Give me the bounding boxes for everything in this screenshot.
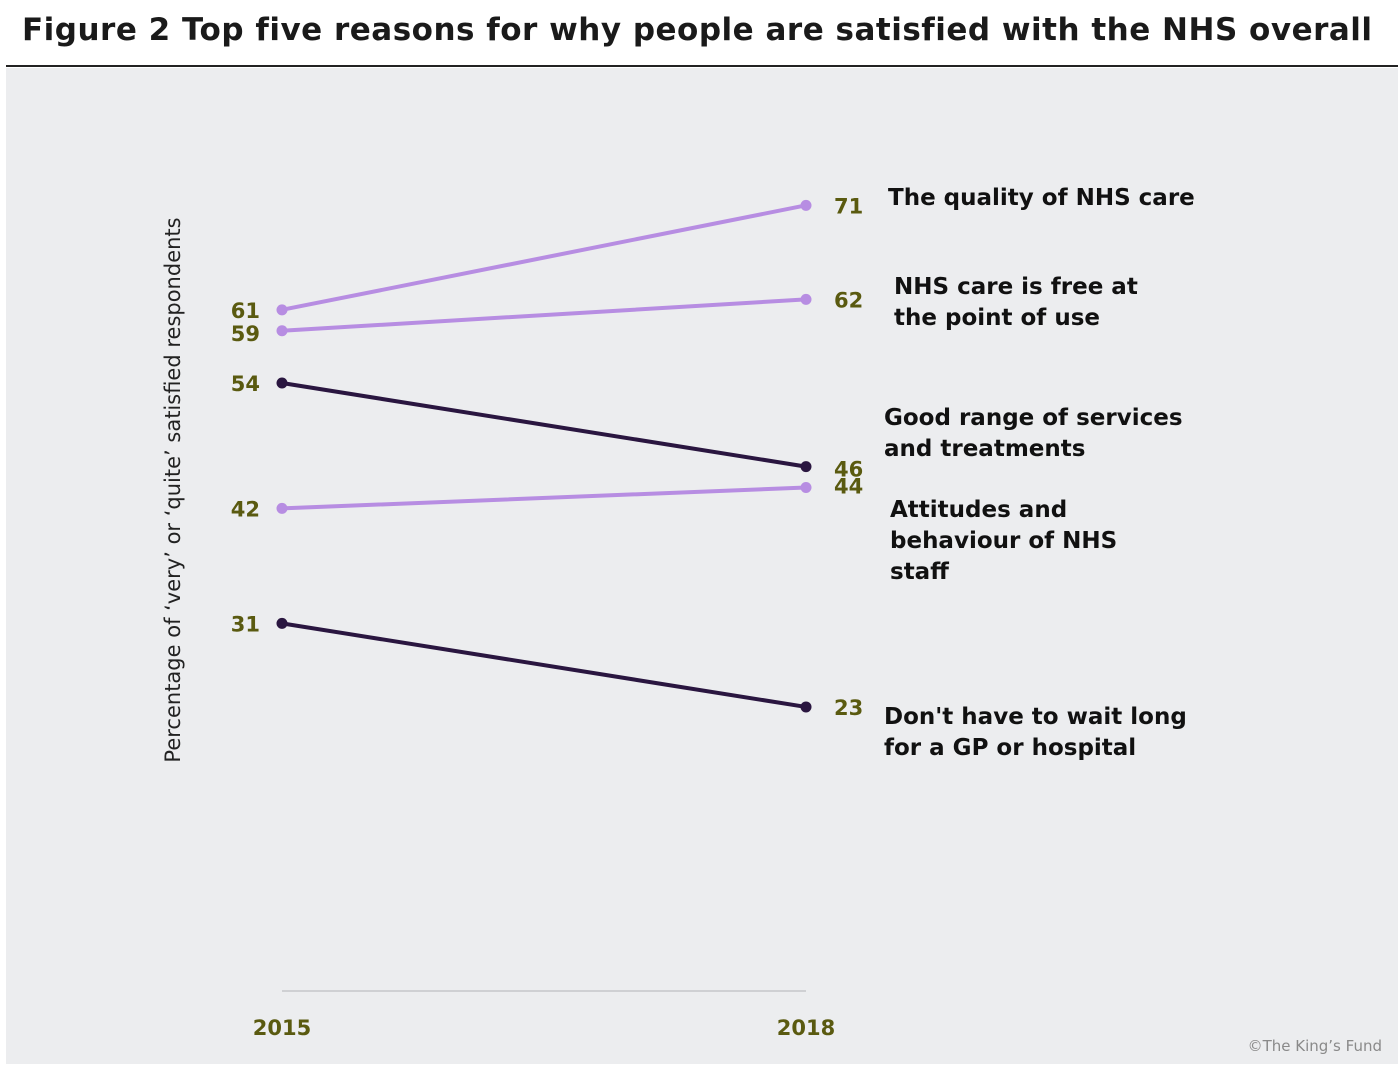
data-point-0-2015 <box>276 304 288 316</box>
data-point-1-2015 <box>276 325 288 337</box>
data-point-2-2018 <box>800 461 812 473</box>
series-label-4-line-1: for a GP or hospital <box>884 735 1136 761</box>
value-label-3-2018: 44 <box>834 475 863 499</box>
y-axis-label: Percentage of ‘very’ or ‘quite’ satisfie… <box>161 217 185 762</box>
data-point-3-2015 <box>276 502 288 514</box>
series-label-1-line-0: NHS care is free at <box>894 274 1138 300</box>
title-divider <box>6 65 1398 67</box>
value-label-2-2015: 54 <box>231 372 260 396</box>
data-point-4-2018 <box>800 701 812 713</box>
value-label-3-2015: 42 <box>231 497 260 521</box>
series-label-3-line-0: Attitudes and <box>890 497 1067 523</box>
x-tick-label-2018: 2018 <box>777 1016 835 1040</box>
series-label-2-line-0: Good range of services <box>884 405 1183 431</box>
series-label-3-line-1: behaviour of NHS <box>890 528 1117 554</box>
series-line-0 <box>280 203 808 312</box>
value-label-0-2015: 61 <box>231 299 260 323</box>
series-line-2 <box>280 381 808 469</box>
chart-panel <box>6 68 1398 1064</box>
series-line-3 <box>280 485 808 511</box>
series-label-3-line-2: staff <box>890 559 949 585</box>
series-label-4-line-0: Don't have to wait long <box>884 704 1187 730</box>
value-label-4-2018: 23 <box>834 696 863 720</box>
data-point-3-2018 <box>800 482 812 493</box>
source-credit: ©The King’s Fund <box>1247 1037 1382 1055</box>
data-point-2-2015 <box>276 377 288 389</box>
x-tick-label-2015: 2015 <box>253 1016 311 1040</box>
data-point-0-2018 <box>800 199 812 211</box>
value-label-2-2018: 46 <box>834 458 863 482</box>
value-label-4-2015: 31 <box>231 612 260 636</box>
series-line-1 <box>280 297 808 333</box>
value-label-1-2018: 62 <box>834 288 863 312</box>
series-label-0-line-0: The quality of NHS care <box>888 185 1195 211</box>
chart-title: Figure 2 Top five reasons for why people… <box>22 12 1373 48</box>
value-label-1-2015: 59 <box>231 322 260 346</box>
data-point-4-2015 <box>276 617 288 629</box>
value-label-0-2018: 71 <box>834 194 863 218</box>
series-label-2-line-1: and treatments <box>884 436 1085 462</box>
series-line-4 <box>280 621 808 709</box>
series-label-1-line-1: the point of use <box>894 305 1100 331</box>
data-point-1-2018 <box>800 293 812 305</box>
